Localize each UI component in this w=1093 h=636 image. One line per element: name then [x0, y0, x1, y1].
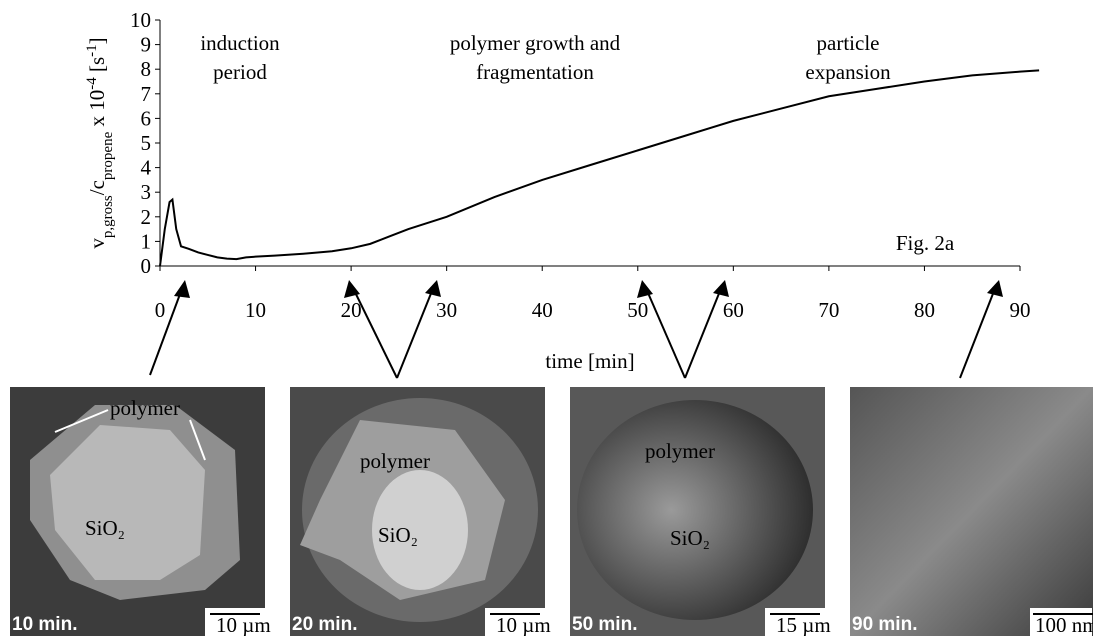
- x-tick-label: 60: [723, 298, 744, 322]
- y-tick-label: 4: [141, 156, 152, 180]
- figure-label: Fig. 2a: [896, 231, 955, 255]
- panel-backgrounds: [10, 387, 1093, 636]
- x-tick-label: 20: [341, 298, 362, 322]
- y-axis-label: vp,gross/cpropene x 10-4 [s-1]: [84, 37, 116, 248]
- y-tick-label: 9: [141, 33, 152, 57]
- annotation: particle: [817, 31, 880, 55]
- y-tick-label: 0: [141, 254, 152, 278]
- panel-label: SiO₂: [378, 523, 418, 547]
- y-label-part: x 10: [85, 90, 109, 132]
- y-tick-label: 5: [141, 131, 152, 155]
- x-tick-label: 50: [627, 298, 648, 322]
- arrow-heads: [174, 280, 1003, 298]
- scale-label: 10 µm: [496, 613, 551, 636]
- x-axis-label: time [min]: [545, 349, 634, 373]
- panel-time: 50 min.: [572, 614, 637, 635]
- x-tick-label: 90: [1010, 298, 1031, 322]
- y-label-part: [s: [85, 57, 109, 77]
- scale-label: 10 µm: [216, 613, 271, 636]
- y-tick-label: 8: [141, 57, 152, 81]
- y-label-part: -4: [84, 77, 100, 90]
- panel-label: polymer: [360, 449, 430, 473]
- annotation: period: [213, 60, 267, 84]
- panel-label: polymer: [110, 396, 180, 420]
- annotation: expansion: [805, 60, 891, 84]
- particle: [577, 400, 813, 620]
- y-label-part: /c: [85, 180, 109, 195]
- figure: vp,gross/cpropene x 10-4 [s-1] 012345678…: [0, 0, 1093, 636]
- scale-label: 100 nm: [1035, 613, 1093, 636]
- panel-time: 20 min.: [292, 614, 357, 635]
- annotation: induction: [200, 31, 280, 55]
- y-label-part: -1: [84, 44, 100, 57]
- panel-label: polymer: [645, 439, 715, 463]
- scale-label: 15 µm: [776, 613, 831, 636]
- x-tick-label: 10: [245, 298, 266, 322]
- y-tick-label: 6: [141, 106, 152, 130]
- y-tick-label: 7: [141, 82, 152, 106]
- annotation: polymer growth and: [450, 31, 621, 55]
- annotation: fragmentation: [476, 60, 594, 84]
- y-label-part: propene: [100, 131, 116, 180]
- x-tick-label: 80: [914, 298, 935, 322]
- panel-time: 10 min.: [12, 614, 77, 635]
- x-tick-label: 40: [532, 298, 553, 322]
- panel-time: 90 min.: [852, 614, 917, 635]
- panel-label: SiO₂: [670, 526, 710, 550]
- y-label-part: p,gross: [100, 195, 116, 238]
- y-tick-label: 2: [141, 205, 152, 229]
- y-tick-label: 1: [141, 229, 152, 253]
- y-tick-label: 3: [141, 180, 152, 204]
- x-tick-label: 70: [818, 298, 839, 322]
- y-label-part: ]: [85, 37, 109, 44]
- x-tick-label: 30: [436, 298, 457, 322]
- x-tick-label: 0: [155, 298, 166, 322]
- panel-label: SiO₂: [85, 516, 125, 540]
- y-label-part: v: [85, 238, 109, 249]
- panel-image: [850, 387, 1093, 636]
- y-tick-label: 10: [130, 8, 151, 32]
